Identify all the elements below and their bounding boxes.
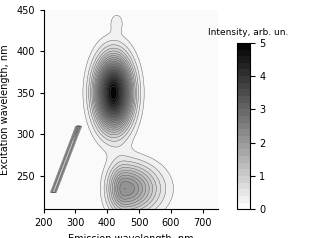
Y-axis label: Excitation wavelength, nm: Excitation wavelength, nm [1, 44, 11, 175]
Text: Intensity, arb. un.: Intensity, arb. un. [208, 28, 288, 37]
X-axis label: Emission wavelength, nm: Emission wavelength, nm [68, 234, 194, 238]
